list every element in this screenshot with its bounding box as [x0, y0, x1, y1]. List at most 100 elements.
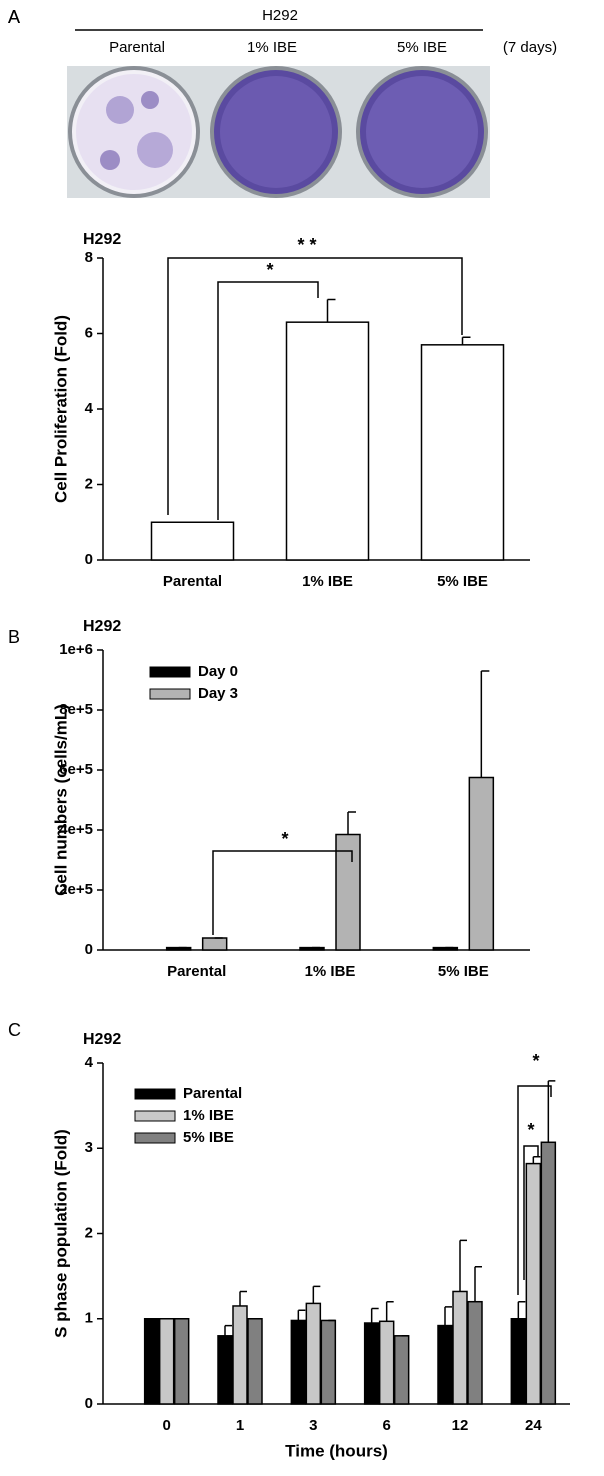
y-tick-label: 0 [85, 1395, 93, 1412]
error-bar [444, 1306, 452, 1326]
error-bar [297, 1309, 306, 1321]
error-bar [461, 336, 471, 345]
chart: A H292 Cell Proliferation (Fold) 0 2 4 6 8 Paren… [8, 7, 530, 590]
legend-swatch [134, 1088, 176, 1100]
well-plate-photo [67, 66, 490, 198]
bar [173, 1318, 190, 1405]
y-tick-label: 2 [85, 475, 93, 492]
x-tick-label: 0 [162, 1417, 170, 1434]
bar [378, 1320, 395, 1405]
chart-title: H292 [83, 618, 121, 635]
column-label: Parental [109, 39, 165, 56]
error-bar [459, 1239, 467, 1292]
chart: C H292 S phase population (Fold) Time (hour… [8, 1020, 570, 1460]
significance-label: * [532, 1051, 539, 1071]
legend-swatch [149, 688, 191, 700]
error-bar [547, 1080, 556, 1143]
y-axis-label: Cell Proliferation (Fold) [51, 315, 70, 503]
bar [393, 1335, 410, 1405]
bar [290, 1319, 307, 1405]
bar [232, 1305, 248, 1405]
bar [335, 833, 361, 951]
bar [150, 521, 235, 561]
x-tick-label: 1% IBE [305, 963, 356, 980]
bar [510, 1318, 527, 1405]
significance-bracket [517, 1085, 552, 1295]
bar [420, 344, 505, 561]
chart: B H292 Cell numbers (cells/mL) 0 2e+5 4e+5 6e+… [8, 618, 530, 980]
legend-swatch [134, 1110, 176, 1122]
panel-label: C [8, 1020, 21, 1040]
bar [540, 1141, 557, 1405]
bar [305, 1302, 322, 1405]
y-tick-label: 4 [85, 1054, 94, 1071]
error-bar [224, 1324, 232, 1336]
bar [247, 1318, 263, 1405]
bar [143, 1318, 160, 1405]
error-bar [326, 298, 336, 323]
y-axis-label: S phase population (Fold) [51, 1129, 70, 1338]
legend-label: Parental [183, 1085, 242, 1102]
chart-title: H292 [83, 1031, 121, 1048]
panel-label: B [8, 627, 20, 647]
bar [285, 321, 370, 561]
legend-label: 5% IBE [183, 1129, 234, 1146]
bar [320, 1319, 337, 1405]
x-tick-label: Parental [167, 963, 226, 980]
x-axis-label: Time (hours) [285, 1441, 388, 1460]
legend-label: 1% IBE [183, 1107, 234, 1124]
y-tick-label: 4 [85, 400, 94, 417]
significance-bracket [217, 281, 319, 520]
error-bar [312, 1285, 321, 1304]
y-tick-label: 4e+5 [59, 821, 93, 838]
y-tick-label: 1e+6 [59, 641, 93, 658]
bar [201, 937, 228, 951]
bar [467, 1300, 483, 1405]
x-tick-label: 6 [382, 1417, 390, 1434]
column-label: 5% IBE [397, 39, 447, 56]
bar [525, 1162, 542, 1405]
significance-label: * [527, 1120, 534, 1140]
y-tick-label: 8e+5 [59, 701, 93, 718]
significance-bracket [212, 850, 353, 935]
bar [452, 1290, 468, 1405]
error-bar [474, 1266, 482, 1302]
error-bar [385, 1300, 394, 1322]
panel-label: A [8, 7, 20, 27]
header-title: H292 [262, 7, 298, 24]
significance-bracket [167, 257, 463, 515]
legend-label: Day 3 [198, 685, 238, 702]
x-tick-label: 24 [525, 1417, 542, 1434]
significance-label: * [281, 829, 288, 849]
significance-label: * * [297, 235, 316, 255]
x-tick-label: 1% IBE [302, 573, 353, 590]
x-tick-label: 12 [452, 1417, 469, 1434]
y-tick-label: 2 [85, 1224, 93, 1241]
panel-label: A [8, 7, 20, 27]
y-tick-label: 1 [85, 1310, 93, 1327]
significance-bracket [523, 1145, 539, 1280]
bar [363, 1322, 380, 1405]
error-bar [532, 1156, 541, 1164]
error-bar [480, 670, 490, 778]
bar [158, 1318, 175, 1405]
bar [437, 1324, 453, 1405]
legend-label: Day 0 [198, 663, 238, 680]
x-tick-label: 3 [309, 1417, 317, 1434]
error-bar [239, 1290, 247, 1306]
error-bar [347, 811, 356, 835]
bar [217, 1335, 233, 1405]
significance-label: * [266, 260, 273, 280]
y-tick-label: 6 [85, 324, 93, 341]
x-tick-label: 5% IBE [437, 573, 488, 590]
y-tick-label: 8 [85, 249, 93, 266]
duration-label: (7 days) [503, 39, 557, 56]
y-tick-label: 3 [85, 1139, 93, 1156]
chart-title: H292 [83, 231, 121, 248]
error-bar [370, 1307, 379, 1324]
legend-swatch [149, 666, 191, 678]
error-bar [517, 1300, 526, 1319]
bar [468, 776, 495, 951]
y-tick-label: 2e+5 [59, 881, 93, 898]
